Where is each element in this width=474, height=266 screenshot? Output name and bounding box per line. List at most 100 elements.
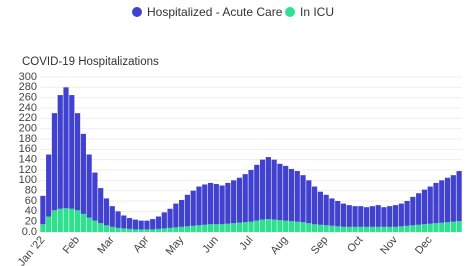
bar-segment [254,220,260,232]
bar-segment [219,185,225,225]
bar-segment [80,213,86,232]
bar-segment [46,154,52,217]
bar-segment [421,224,428,232]
bar-segment [127,218,133,229]
bar-segment [132,229,138,232]
y-tick-label: 160 [19,143,37,155]
bar-segment [173,227,179,232]
legend-marker [132,7,142,17]
x-tick-label: Sep [309,234,331,257]
bar-segment [427,223,433,232]
bar-segment [387,226,393,232]
bar-segment [381,207,387,227]
bar-segment [40,195,46,225]
bar-segment [248,170,254,222]
bar-segment [213,183,219,225]
bar-segment [450,221,456,232]
bar-segment [306,223,312,232]
bar-segment [213,224,219,232]
bar-segment [121,228,127,232]
bar-segment [115,211,121,228]
bar-segment [138,229,144,232]
bar-segment [294,171,300,222]
x-tick-label: May [164,234,187,258]
bar-segment [51,113,58,211]
bar-segment [271,159,277,220]
bar-segment [335,201,341,227]
bar-segment [259,219,266,232]
bar-segment [375,205,381,227]
bar-segment [86,217,92,232]
bar-segment [456,171,462,222]
bar-segment [335,226,341,232]
bar-segment [317,191,323,225]
x-tick-label: Jul [237,234,255,252]
bar-segment [196,186,202,226]
bar-segment [288,168,295,222]
bar-segment [57,95,63,209]
bar-segment [150,219,156,230]
bar-segment [173,203,179,228]
bar-segment [161,212,167,229]
bar-segment [311,224,318,232]
bar-segment [427,186,433,224]
bar-segment [138,220,144,230]
bar-segment [259,159,266,220]
y-tick-label: 100 [19,174,37,186]
x-tick-label: Dec [413,234,435,257]
bar-segment [433,182,439,224]
bar-segment [364,226,370,232]
bar-segment [248,221,254,232]
bar-segment [46,216,52,232]
bar-segment [277,220,283,232]
bar-segment [369,226,375,232]
chart-title: COVID-19 Hospitalizations [22,56,159,68]
bar-segment [155,216,162,229]
bar-segment [439,222,445,232]
bar-segment [225,182,231,224]
bar-segment [329,225,335,232]
bar-segment [144,229,150,232]
y-tick-label: 240 [19,102,37,114]
bar-segment [144,220,150,230]
bar-segment [69,208,75,232]
bar-segment [219,224,225,232]
bar-segment [265,219,271,232]
x-tick-label: Apr [131,234,151,255]
bar-segment [63,208,69,232]
bar-segment [306,180,312,224]
bar-segment [202,184,208,225]
y-tick-label: 80 [25,185,37,197]
bar-segment [416,193,422,225]
bar-segment [352,206,358,227]
bar-segment [444,222,451,232]
bar-segment [421,189,428,225]
bar-segment [410,225,416,232]
bar-segment [202,224,208,232]
bar-segment [51,210,58,232]
bar-segment [155,228,162,232]
bar-segment [444,177,451,223]
bar-segment [369,206,375,227]
bar-segment [346,205,352,227]
bar-segment [300,222,306,232]
bar-segment [98,188,104,224]
bar-segment [404,225,410,232]
bar-segment [242,222,248,232]
bar-segment [450,175,456,222]
legend-label: Hospitalized - Acute Care [147,5,283,19]
bar-segment [98,223,104,232]
bar-segment [254,164,260,221]
bar-segment [283,220,289,232]
legend-marker [285,7,295,17]
x-tick-label: Mar [95,234,117,256]
bar-segment [236,177,243,223]
bar-segment [265,157,271,220]
bar-segment [196,225,202,232]
bar-segment [340,226,347,232]
y-tick-label: 180 [19,133,37,145]
bar-segment [433,223,439,232]
bar-segment [329,198,335,226]
bar-segment [242,174,248,223]
